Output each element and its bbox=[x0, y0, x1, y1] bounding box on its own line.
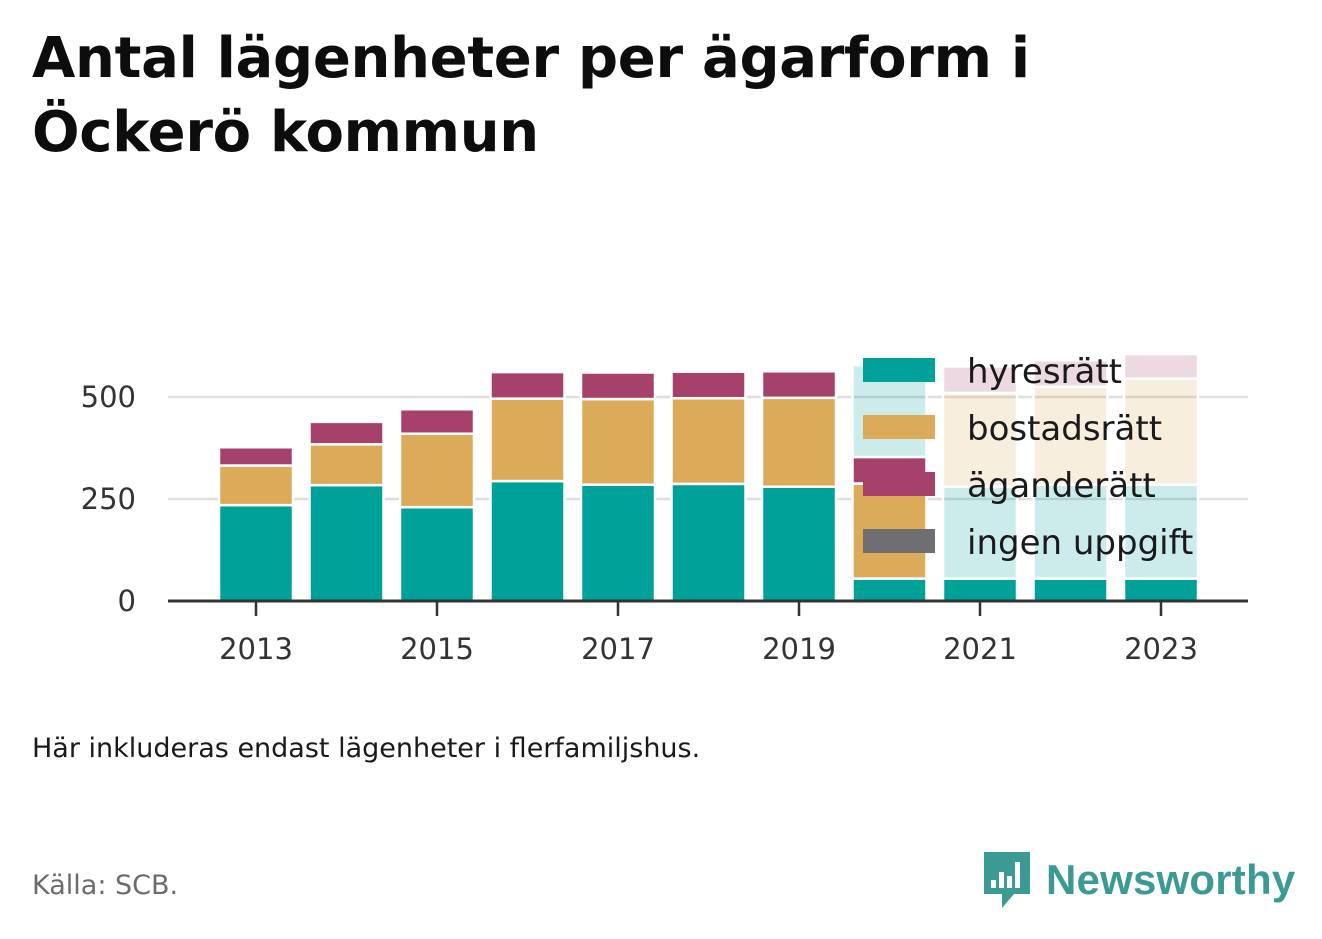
faded-bar-segment-2023-äganderätt bbox=[1122, 352, 1200, 380]
bar-segment-2015-bostadsrätt bbox=[398, 432, 476, 509]
bar-segment-2017-äganderätt bbox=[579, 371, 657, 401]
legend-label: bostadsrätt bbox=[967, 409, 1162, 449]
bar-segment-2020-hyresrätt bbox=[851, 577, 928, 603]
source-credit: Källa: SCB. bbox=[32, 870, 179, 901]
bar-segment-2016-hyresrätt bbox=[489, 479, 566, 603]
faded-bar-segment-2021-bostadsrätt bbox=[941, 391, 1019, 489]
faded-bar-segment-2023-hyresrätt bbox=[1122, 483, 1200, 580]
bar-segment-2017-bostadsrätt bbox=[579, 397, 657, 486]
chart-title: Antal lägenheter per ägarform i Öckerö k… bbox=[32, 26, 1030, 165]
bar-segment-2015-äganderätt bbox=[398, 407, 476, 435]
newsworthy-logo: Newsworthy bbox=[982, 850, 1295, 910]
faded-bar-segment-2023-bostadsrätt bbox=[1122, 377, 1200, 486]
bar-segment-2018-hyresrätt bbox=[670, 482, 747, 603]
legend-label: äganderätt bbox=[967, 466, 1156, 506]
legend-swatch-ingen uppgift bbox=[863, 529, 935, 553]
stacked-bar-chart: 0 250 500 2013 2015 2017 2019 2021 2023 hyresrät… bbox=[81, 352, 1248, 666]
bar-segment-2019-hyresrätt bbox=[760, 485, 838, 603]
x-tick-label: 2021 bbox=[943, 632, 1017, 666]
faded-bar-segment-2021-äganderätt bbox=[941, 365, 1019, 395]
bar-segment-2021-hyresrätt bbox=[941, 577, 1019, 603]
y-tick-label: 250 bbox=[81, 482, 136, 516]
x-tick-label: 2023 bbox=[1124, 632, 1198, 666]
faded-bar-segment-2022-äganderätt bbox=[1032, 359, 1109, 389]
faded-bar-segment-2022-hyresrätt bbox=[1032, 483, 1109, 580]
x-tick-label: 2017 bbox=[581, 632, 655, 666]
bar-segment-2013-hyresrätt bbox=[217, 503, 295, 603]
bar-segment-2013-ingen uppgift bbox=[217, 443, 295, 449]
bar-segment-2014-hyresrätt bbox=[308, 483, 385, 603]
x-tick-label: 2019 bbox=[762, 632, 836, 666]
bar-segment-2018-bostadsrätt bbox=[670, 396, 747, 486]
bar-segment-2017-hyresrätt bbox=[579, 483, 657, 603]
faded-bar-segment-2022-bostadsrätt bbox=[1032, 385, 1109, 486]
axes: 0 250 500 2013 2015 2017 2019 2021 2023 bbox=[81, 380, 1248, 666]
legend-label: hyresrätt bbox=[967, 352, 1122, 392]
bar-segment-2014-äganderätt bbox=[308, 420, 385, 446]
legend-label: ingen uppgift bbox=[967, 523, 1193, 563]
legend-swatch-bostadsrätt bbox=[863, 415, 935, 439]
faded-bar-segment-2021-hyresrätt bbox=[941, 485, 1019, 580]
bar-segment-2013-äganderätt bbox=[217, 445, 295, 467]
legend: hyresrätt bostadsrätt äganderätt ingen uppg… bbox=[863, 352, 1193, 563]
bar-segment-2015-hyresrätt bbox=[398, 505, 476, 603]
x-tick-label: 2013 bbox=[219, 632, 293, 666]
bar-segment-2019-äganderätt bbox=[760, 370, 838, 400]
bars bbox=[217, 352, 1200, 603]
y-tick-label: 500 bbox=[81, 380, 136, 414]
bar-segment-2016-äganderätt bbox=[489, 370, 566, 400]
y-tick-label: 0 bbox=[118, 584, 136, 618]
bar-segment-2018-äganderätt bbox=[670, 370, 747, 400]
bar-segment-2023-hyresrätt bbox=[1122, 577, 1200, 603]
bar-segment-2022-hyresrätt bbox=[1032, 577, 1109, 603]
chart-note: Här inkluderas endast lägenheter i flerf… bbox=[32, 733, 701, 764]
x-tick-label: 2015 bbox=[400, 632, 474, 666]
legend-swatch-hyresrätt bbox=[863, 358, 935, 382]
bar-segment-2019-bostadsrätt bbox=[760, 396, 838, 489]
bar-segment-2013-bostadsrätt bbox=[217, 464, 295, 507]
bar-segment-2016-bostadsrätt bbox=[489, 397, 566, 483]
newsworthy-logo-icon bbox=[984, 852, 1030, 908]
bar-segment-2014-bostadsrätt bbox=[308, 443, 385, 487]
brand-name: Newsworthy bbox=[1046, 856, 1296, 903]
legend-swatch-äganderätt bbox=[863, 472, 935, 496]
